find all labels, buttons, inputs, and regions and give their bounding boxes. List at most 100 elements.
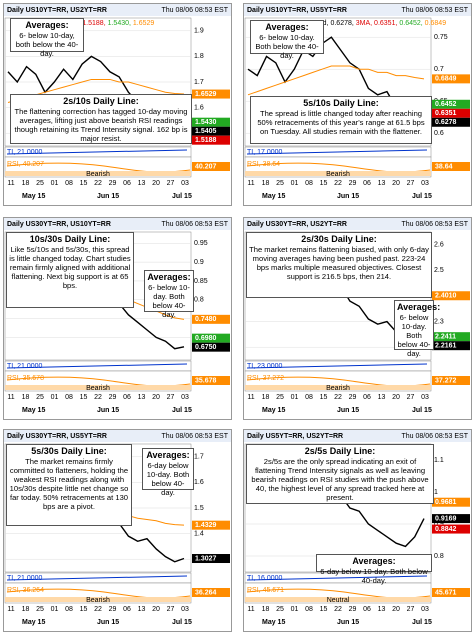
commentary-title: 2s/5s Daily Line:: [304, 446, 376, 456]
legend: Spread, 0.6278, 3MA, 0.6351, 0.6452, 0.6…: [304, 20, 446, 27]
month-label: May 15: [262, 619, 285, 626]
x-tick-label: 03: [421, 180, 429, 187]
price-label: 0.8842: [435, 526, 457, 533]
commentary-text: The flattening correction has tagged 10-…: [14, 107, 188, 143]
price-label-box: [192, 126, 230, 136]
chart-panel: Daily US5YT=RR, US2YT=RR Thu 08/06 08:53 …: [243, 429, 472, 632]
month-label: May 15: [262, 193, 285, 200]
price-label-box: [432, 108, 470, 118]
date-stamp: Thu 08/06 08:53 EST: [401, 433, 468, 440]
y-tick-label: 0.95: [194, 240, 208, 247]
x-tick-label: 13: [378, 180, 386, 187]
rsi-value-box: [192, 376, 230, 385]
x-tick-label: 18: [262, 180, 270, 187]
y-tick-label: 1.6: [194, 479, 204, 486]
ti-text: TI,: [7, 363, 17, 370]
ti-label: TI, 16.0000: [247, 575, 283, 582]
commentary-title: 2s/30s Daily Line:: [301, 234, 377, 244]
month-label: Jun 15: [337, 619, 359, 626]
averages-text: 6-day below 10-day. Both below 40-day.: [320, 567, 428, 585]
price-label: 1.3027: [195, 555, 217, 562]
x-tick-label: 22: [94, 180, 102, 187]
rsi-value: 40.207: [195, 163, 217, 170]
x-tick-label: 13: [138, 394, 146, 401]
month-label: May 15: [22, 407, 45, 414]
ti-line: [246, 575, 428, 581]
x-tick-label: 15: [320, 606, 328, 613]
month-label: Jun 15: [337, 193, 359, 200]
rsi-label: RSI, 37.272: [247, 375, 284, 382]
price-label: 1.4329: [195, 522, 217, 529]
x-tick-label: 27: [407, 606, 415, 613]
x-tick-label: 03: [181, 394, 189, 401]
x-tick-label: 27: [167, 394, 175, 401]
price-label: 0.6278: [435, 119, 457, 126]
commentary-title: 2s/10s Daily Line:: [63, 96, 139, 106]
averages-title: Averages:: [352, 556, 396, 566]
y-tick-label: 0.8: [434, 553, 444, 560]
x-tick-label: 20: [392, 606, 400, 613]
price-label-box: [192, 135, 230, 145]
y-tick-label: 1.9: [194, 28, 204, 35]
month-label: Jun 15: [97, 193, 119, 200]
legend-entry: 1.6529: [133, 20, 155, 27]
commentary: 10s/30s Daily Line: Like 5s/10s and 5s/30…: [6, 232, 134, 308]
rsi-text: 37.272: [263, 375, 285, 382]
rsi-label: RSI, 35.678: [7, 375, 44, 382]
x-tick-label: 13: [138, 606, 146, 613]
rsi-state: Bearish: [326, 385, 350, 392]
x-tick-label: 08: [65, 394, 73, 401]
x-tick-label: 27: [407, 180, 415, 187]
averages-title: Averages:: [147, 272, 191, 282]
legend-entry: 0.6452,: [399, 20, 424, 27]
x-tick-label: 01: [291, 394, 299, 401]
rsi-state: Bearish: [86, 597, 110, 604]
x-tick-label: 25: [276, 180, 284, 187]
month-label: Jul 15: [412, 193, 432, 200]
x-tick-label: 06: [363, 180, 371, 187]
price-label-box: [432, 341, 470, 351]
chart-title: Daily US10YT=RR, US2YT=RR: [7, 7, 107, 14]
x-tick-label: 06: [123, 180, 131, 187]
y-tick-label: 0.9: [434, 521, 444, 528]
x-tick-label: 22: [94, 606, 102, 613]
rsi-text: 35.678: [23, 375, 45, 382]
title-bar: [4, 218, 231, 230]
price-label: 0.6849: [435, 76, 457, 83]
rsi-text: 45.671: [263, 587, 285, 594]
chart-title: Daily US10YT=RR, US5YT=RR: [247, 7, 347, 14]
x-tick-label: 13: [378, 606, 386, 613]
title-bar: [244, 430, 471, 442]
y-tick-label: 0.9: [194, 259, 204, 266]
x-tick-label: 27: [407, 394, 415, 401]
commentary: 2s/30s Daily Line: The market remains fla…: [246, 232, 432, 298]
commentary: 2s/10s Daily Line: The flattening correct…: [10, 94, 192, 144]
price-label-box: [432, 99, 470, 109]
ti-text: 23.0000: [257, 363, 282, 370]
price-label-box: [192, 89, 230, 99]
x-tick-label: 15: [320, 180, 328, 187]
chart-panel: Daily US30YT=RR, US10YT=RR Thu 08/06 08:5…: [3, 217, 232, 420]
x-tick-label: 01: [291, 180, 299, 187]
x-tick-label: 11: [247, 606, 254, 613]
x-tick-label: 18: [262, 394, 270, 401]
y-tick-label: 1.5: [194, 505, 204, 512]
title-bar: [4, 430, 231, 442]
x-tick-label: 11: [247, 394, 254, 401]
price-label-box: [192, 342, 230, 352]
commentary-text: Like 5s/10s and 5s/30s, this spread is l…: [9, 245, 131, 290]
price-label: 0.9681: [435, 499, 457, 506]
ti-line: [6, 363, 188, 369]
title-bar: [4, 4, 231, 16]
x-tick-label: 03: [421, 394, 429, 401]
x-tick-label: 29: [349, 606, 357, 613]
rsi-value-box: [192, 162, 230, 171]
rsi-value: 35.678: [195, 377, 217, 384]
price-label: 0.9169: [435, 515, 457, 522]
rsi-label: RSI, 38.64: [247, 161, 280, 168]
x-tick-label: 25: [36, 394, 44, 401]
ti-label: TI, 23.0000: [247, 363, 283, 370]
commentary-text: The market remains flattening biased, wi…: [249, 245, 429, 281]
price-label-box: [432, 117, 470, 127]
y-tick-label: 1.7: [194, 454, 204, 461]
